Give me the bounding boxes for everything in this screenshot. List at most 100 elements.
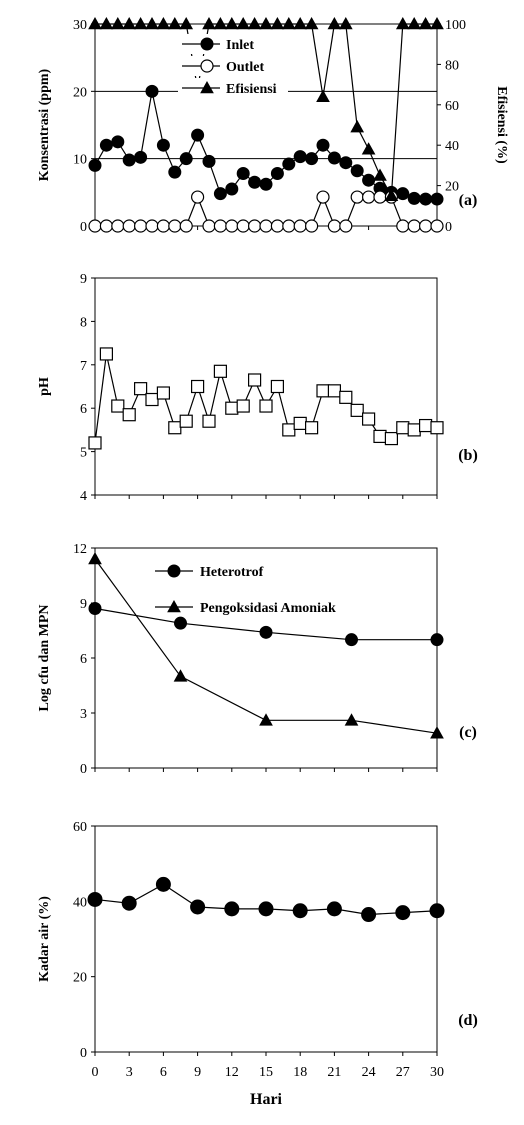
data-point <box>339 390 353 404</box>
data-point <box>259 713 273 726</box>
data-point <box>395 16 410 30</box>
data-point <box>293 150 307 164</box>
data-point <box>122 153 136 167</box>
data-point <box>259 16 273 30</box>
data-point <box>345 633 358 647</box>
data-point <box>344 713 359 726</box>
data-point <box>134 150 148 164</box>
x-tick-label: 27 <box>396 1065 410 1080</box>
data-point <box>224 901 240 917</box>
legend-entry: Inlet <box>226 38 254 53</box>
data-point <box>174 616 187 630</box>
data-point <box>145 219 159 233</box>
data-point <box>327 384 341 398</box>
data-point <box>156 138 170 152</box>
data-point <box>87 891 103 907</box>
x-tick-label: 12 <box>225 1065 239 1080</box>
data-point <box>88 158 102 172</box>
data-point <box>236 399 250 413</box>
y-tick-label: 3 <box>80 707 87 722</box>
y2-tick-label: 60 <box>445 99 459 114</box>
data-point <box>407 16 422 30</box>
data-point <box>282 157 296 171</box>
data-point <box>179 152 193 166</box>
x-tick-label: 18 <box>293 1065 307 1080</box>
data-point <box>282 219 296 233</box>
y2-tick-label: 40 <box>445 139 459 154</box>
data-point <box>338 16 353 30</box>
legend-entry: Efisiensi <box>226 82 277 97</box>
data-point <box>191 379 205 394</box>
y-tick-label: 0 <box>80 1046 87 1061</box>
chart-panel-3 <box>88 547 444 772</box>
data-point <box>418 16 433 30</box>
data-point <box>373 190 387 204</box>
data-point <box>430 192 444 206</box>
data-point <box>362 412 376 426</box>
data-point <box>134 382 148 396</box>
data-point <box>259 177 273 191</box>
data-point <box>145 392 159 407</box>
data-point <box>259 625 273 639</box>
data-point <box>316 384 330 398</box>
data-point <box>270 379 284 394</box>
x-tick-label: 6 <box>160 1065 167 1080</box>
legend-marker <box>200 37 214 51</box>
x-tick-label: 15 <box>259 1065 273 1080</box>
legend-entry: Heterotrof <box>200 565 264 580</box>
y-tick-label: 5 <box>80 446 87 461</box>
data-point <box>396 219 410 233</box>
data-point <box>384 431 398 446</box>
data-point <box>350 190 364 204</box>
data-point <box>327 151 341 165</box>
data-point <box>110 16 125 30</box>
data-point <box>350 119 365 133</box>
data-point <box>213 364 227 378</box>
y2-tick-label: 0 <box>445 220 452 235</box>
data-point <box>122 408 136 422</box>
data-point <box>202 414 216 428</box>
data-point <box>270 16 285 30</box>
data-point <box>305 421 319 435</box>
x-tick-label: 30 <box>430 1065 444 1080</box>
data-point <box>293 16 308 30</box>
data-point <box>248 373 262 387</box>
y-tick-label: 0 <box>80 220 87 235</box>
data-point <box>259 219 273 233</box>
data-point <box>122 16 137 30</box>
data-point <box>430 219 444 233</box>
x-tick-label: 3 <box>126 1065 133 1080</box>
data-point <box>316 138 330 152</box>
data-point <box>225 182 239 196</box>
x-tick-label: 9 <box>194 1065 201 1080</box>
data-point <box>202 219 216 233</box>
data-point <box>281 16 296 30</box>
data-point <box>326 901 342 917</box>
data-point <box>236 16 251 30</box>
data-point <box>419 418 433 433</box>
x-tick-label: 24 <box>362 1065 376 1080</box>
data-point <box>145 84 159 98</box>
data-point <box>339 219 353 233</box>
data-point <box>362 190 376 204</box>
x-tick-label: 21 <box>327 1065 341 1080</box>
y-axis-label: Kadar air (%) <box>37 896 52 982</box>
data-point <box>316 89 330 103</box>
y2-tick-label: 20 <box>445 180 459 195</box>
y-tick-label: 10 <box>73 153 87 168</box>
data-point <box>407 423 421 437</box>
data-point <box>430 633 444 647</box>
data-point <box>429 903 445 919</box>
y-tick-label: 6 <box>80 652 87 667</box>
data-point <box>179 219 193 233</box>
y2-axis-label: Efisiensi (%) <box>494 86 509 164</box>
data-point <box>396 187 410 201</box>
data-point <box>145 16 159 30</box>
data-point <box>373 429 387 444</box>
data-point <box>293 416 307 430</box>
data-point <box>236 166 250 180</box>
data-point <box>179 16 194 30</box>
plot-frame <box>94 547 438 769</box>
data-point <box>168 219 182 233</box>
data-point <box>225 401 239 415</box>
